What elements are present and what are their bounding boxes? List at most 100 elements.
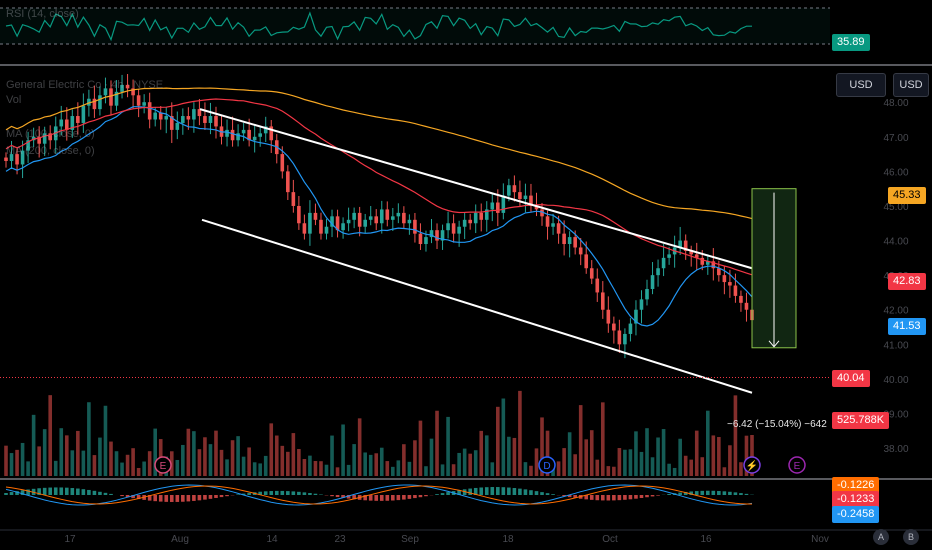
- bar-mode-button[interactable]: B: [903, 529, 919, 545]
- macd-histogram-bar: [9, 492, 14, 495]
- volume-bar: [252, 462, 257, 476]
- candle-body: [601, 292, 605, 310]
- volume-bar: [103, 405, 108, 476]
- price-tag: 41.53: [888, 317, 926, 335]
- candle-body: [313, 212, 318, 220]
- volume-bar: [672, 467, 677, 476]
- macd-histogram-bar: [147, 495, 152, 501]
- volume-bar: [573, 454, 577, 476]
- candle-body: [606, 309, 611, 324]
- volume-bar: [683, 455, 688, 476]
- candle-body: [501, 195, 506, 213]
- candle-body: [728, 282, 732, 286]
- candle-body: [484, 209, 489, 220]
- macd-pane: [4, 484, 754, 506]
- macd-histogram-bar: [70, 488, 75, 495]
- volume-bar: [59, 428, 64, 476]
- macd-histogram-bar: [158, 495, 163, 502]
- rsi-legend: RSI (14, close): [6, 8, 79, 20]
- candle-body: [700, 257, 705, 265]
- macd-histogram-bar: [169, 495, 174, 502]
- macd-histogram-bar: [274, 490, 279, 495]
- volume-bar: [650, 457, 655, 476]
- price-axis: 48.0047.0046.0045.0044.0043.0042.0041.00…: [883, 98, 908, 455]
- volume-bar: [142, 461, 146, 476]
- macd-histogram-bar: [346, 495, 351, 499]
- macd-histogram-bar: [507, 487, 511, 495]
- volume-bar: [9, 453, 14, 476]
- macd-histogram-bar: [286, 491, 290, 495]
- candle-body: [319, 219, 323, 234]
- candle-body: [208, 116, 213, 123]
- macd-histogram-bar: [595, 495, 600, 501]
- macd-histogram-bar: [529, 490, 533, 495]
- macd-histogram-bar: [335, 495, 340, 498]
- candle-body: [308, 212, 312, 234]
- volume-bar: [98, 437, 102, 476]
- histogram-value-tag: -0.2458: [832, 506, 880, 523]
- candle-body: [496, 202, 500, 213]
- macd-histogram-bar: [722, 491, 727, 495]
- volume-bar: [468, 453, 472, 476]
- auto-scale-button[interactable]: A: [873, 529, 889, 545]
- macd-histogram-bar: [584, 495, 589, 500]
- measurement-label: −6.42 (−15.04%) −642: [727, 419, 827, 430]
- volume-bar: [722, 467, 727, 476]
- macd-histogram-bar: [518, 488, 522, 495]
- candle-body: [225, 129, 229, 137]
- currency-button-2[interactable]: USD: [893, 73, 929, 97]
- volume-bar: [87, 402, 91, 476]
- macd-histogram-bar: [64, 487, 69, 495]
- candle-body: [158, 112, 163, 120]
- macd-histogram-bar: [280, 490, 285, 495]
- measure-arrowhead: [768, 340, 780, 348]
- volume-bar: [689, 459, 694, 476]
- candle-body: [578, 247, 583, 255]
- candle-body: [153, 112, 157, 120]
- macd-histogram-bar: [501, 487, 506, 495]
- price-pane: [0, 64, 932, 531]
- candle-body: [357, 212, 362, 227]
- volume-bar: [733, 395, 738, 476]
- candle-body: [37, 136, 41, 144]
- macd-histogram-bar: [667, 493, 671, 495]
- volume-bar: [81, 450, 86, 476]
- macd-histogram-bar: [634, 495, 638, 499]
- macd-histogram-bar: [468, 488, 472, 495]
- rsi-pane: [0, 7, 830, 45]
- volume-bar: [274, 435, 279, 476]
- candle-body: [352, 212, 356, 220]
- volume-pane: E D ⚡ E: [4, 390, 806, 476]
- candle-body: [330, 216, 334, 227]
- volume-bar: [435, 410, 439, 476]
- currency-button-1[interactable]: USD: [836, 73, 886, 97]
- candle-body: [241, 129, 246, 134]
- volume-bar: [263, 455, 268, 476]
- volume-bar: [578, 405, 583, 476]
- macd-histogram-bar: [711, 490, 716, 495]
- volume-bar: [413, 440, 417, 476]
- macd-histogram-bar: [540, 492, 544, 495]
- candle-body: [689, 250, 694, 255]
- candle-body: [595, 278, 600, 293]
- price-tick-label: 40.00: [883, 375, 908, 386]
- volume-bar: [717, 437, 721, 476]
- candle-body: [20, 150, 25, 165]
- volume-bar: [368, 454, 373, 476]
- macd-histogram-bar: [744, 493, 749, 495]
- candle-body: [175, 122, 180, 130]
- volume-bar: [744, 435, 749, 476]
- volume-bar: [462, 448, 467, 476]
- volume-bar: [208, 444, 213, 476]
- volume-bar: [291, 433, 296, 476]
- price-tag: 45.33: [888, 186, 926, 204]
- volume-bar: [286, 451, 290, 476]
- candle-body: [131, 88, 135, 96]
- macd-histogram-bar: [313, 493, 318, 495]
- volume-bar: [402, 444, 406, 476]
- volume-bar: [418, 420, 423, 476]
- time-tick-label: Oct: [602, 534, 618, 545]
- volume-bar: [750, 435, 754, 476]
- macd-histogram-bar: [407, 495, 412, 499]
